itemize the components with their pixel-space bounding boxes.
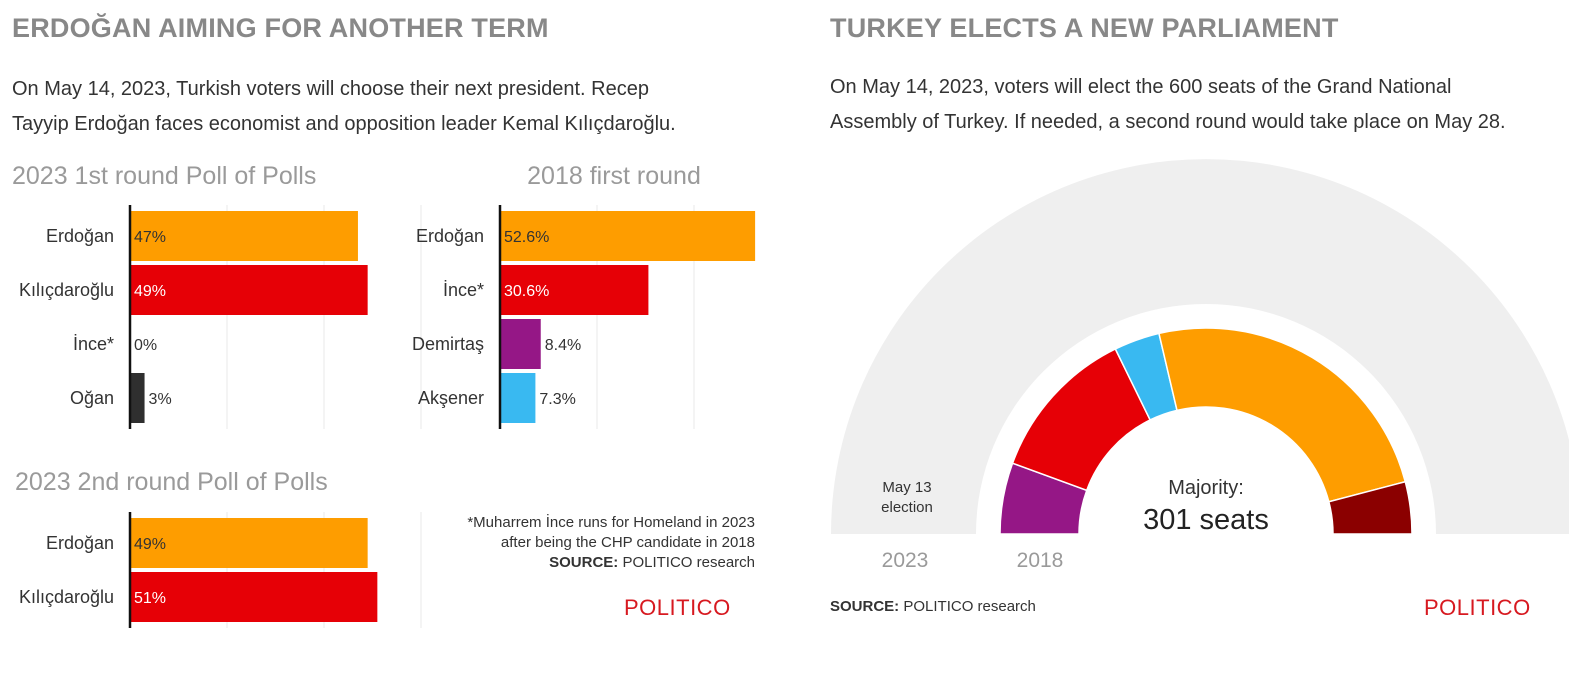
right-headline: TURKEY ELECTS A NEW PARLIAMENT: [830, 13, 1339, 43]
footnote-line-1: *Muharrem İnce runs for Homeland in 2023: [467, 514, 755, 531]
majority-seats: 301 seats: [1143, 504, 1269, 536]
left-politico-logo: POLITICO: [624, 595, 731, 620]
ring-2023-placeholder: [831, 159, 1569, 534]
bar: [130, 373, 145, 423]
left-intro: On May 14, 2023, Turkish voters will cho…: [12, 72, 676, 142]
bar-value-label: 49%: [134, 283, 166, 300]
bar-value-label: 7.3%: [539, 391, 575, 408]
seat-slice: [1327, 480, 1413, 535]
ring-label-2023: 2023: [882, 549, 929, 572]
ring-2023-placeholder-line-1: May 13: [882, 479, 931, 496]
bar: [500, 373, 536, 423]
bar-value-label: 52.6%: [504, 229, 549, 246]
category-label: Erdoğan: [416, 226, 484, 246]
bar-value-label: 8.4%: [545, 337, 581, 354]
category-label: Oğan: [70, 388, 114, 408]
bar-value-label: 30.6%: [504, 283, 549, 300]
chart-title: 2018 first round: [527, 162, 701, 190]
right-intro-line-2: Assembly of Turkey. If needed, a second …: [830, 111, 1506, 133]
chart-2023-round1: 2023 1st round Poll of Polls Erdoğan 47% Kı…: [12, 162, 422, 429]
right-intro-line-1: On May 14, 2023, voters will elect the 6…: [830, 76, 1452, 98]
left-headline: ERDOĞAN AIMING FOR ANOTHER TERM: [12, 13, 549, 43]
right-source: SOURCE: POLITICO research: [830, 598, 1036, 615]
bar-value-label: 51%: [134, 590, 166, 607]
chart-title: 2023 2nd round Poll of Polls: [15, 468, 328, 496]
ring-2023-placeholder-line-2: election: [881, 499, 933, 516]
right-politico-logo: POLITICO: [1424, 595, 1531, 620]
left-intro-line-2: Tayyip Erdoğan faces economist and oppos…: [12, 113, 676, 135]
right-source-text: POLITICO research: [903, 598, 1036, 615]
left-intro-line-1: On May 14, 2023, Turkish voters will cho…: [12, 78, 649, 100]
bar: [130, 572, 378, 622]
category-label: İnce*: [73, 334, 114, 354]
chart-title: 2023 1st round Poll of Polls: [12, 162, 316, 190]
left-footnote: *Muharrem İnce runs for Homeland in 2023…: [335, 513, 755, 573]
right-intro: On May 14, 2023, voters will elect the 6…: [830, 70, 1506, 140]
chart-2018-round1: 2018 first round Erdoğan 52.6% İnce* 30.6% De…: [412, 162, 756, 429]
bar: [500, 265, 649, 315]
category-label: Demirtaş: [412, 334, 484, 354]
bar-value-label: 47%: [134, 229, 166, 246]
parliament-ring-2023: [831, 159, 1569, 534]
bar-value-label: 49%: [134, 536, 166, 553]
bar: [130, 211, 358, 261]
left-source-label: SOURCE:: [549, 554, 619, 571]
category-label: İnce*: [443, 280, 484, 300]
bar-value-label: 0%: [134, 337, 157, 354]
bar: [500, 319, 541, 369]
majority-label: Majority:: [1168, 477, 1244, 499]
bar: [130, 265, 368, 315]
category-label: Akşener: [418, 388, 484, 408]
parliament-ring-2018: [999, 327, 1413, 535]
bar-value-label: 3%: [149, 391, 172, 408]
footnote-line-2: after being the CHP candidate in 2018: [500, 534, 755, 551]
ring-label-2018: 2018: [1017, 549, 1064, 572]
right-source-label: SOURCE:: [830, 598, 900, 615]
category-label: Kılıçdaroğlu: [19, 587, 114, 607]
category-label: Erdoğan: [46, 533, 114, 553]
category-label: Erdoğan: [46, 226, 114, 246]
bar: [130, 518, 368, 568]
chart-2023-round2: 2023 2nd round Poll of Polls Erdoğan 49% Kı…: [15, 468, 422, 628]
left-source: SOURCE: POLITICO research: [335, 553, 755, 573]
parliament-chart: May 13 election Majority: 301 seats 2023…: [831, 159, 1569, 572]
left-source-text: POLITICO research: [622, 554, 755, 571]
presidential-bar-charts: 2023 1st round Poll of Polls Erdoğan 47% Kı…: [12, 162, 756, 628]
category-label: Kılıçdaroğlu: [19, 280, 114, 300]
bar: [500, 211, 756, 261]
seat-slice: [1158, 327, 1407, 503]
